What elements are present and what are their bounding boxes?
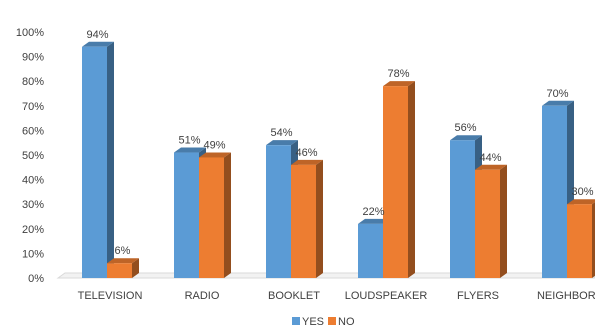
x-tick-label: NEIGHBORS bbox=[537, 290, 595, 302]
bar-yes-booklet bbox=[266, 145, 291, 278]
data-label: 30% bbox=[571, 186, 593, 198]
y-tick-label: 80% bbox=[22, 76, 44, 88]
x-tick-label: LOUDSPEAKER bbox=[345, 290, 428, 302]
bar-yes-neighbors bbox=[542, 105, 567, 278]
bar-yes-radio bbox=[174, 152, 199, 278]
y-tick-label: 70% bbox=[22, 101, 44, 113]
bar-no-radio bbox=[199, 157, 224, 278]
x-tick-label: BOOKLET bbox=[268, 290, 320, 302]
data-label: 70% bbox=[546, 88, 568, 100]
data-label: 46% bbox=[295, 147, 317, 159]
data-label: 56% bbox=[454, 122, 476, 134]
data-labels: 94% 6% 51% 49% 54%46% 22% 78% 56% 44% 70% 30% bbox=[86, 29, 593, 257]
y-tick-label: 100% bbox=[16, 27, 44, 39]
data-label: 78% bbox=[387, 68, 409, 80]
bar-top-no bbox=[107, 258, 139, 264]
y-tick-label: 10% bbox=[22, 248, 44, 260]
data-label: 44% bbox=[479, 152, 501, 164]
data-label: 94% bbox=[86, 29, 108, 41]
legend-swatch-yes bbox=[292, 317, 300, 325]
bar-side-no bbox=[408, 81, 415, 279]
y-tick-label: 40% bbox=[22, 175, 44, 187]
y-tick-label: 20% bbox=[22, 224, 44, 236]
legend-label-no: NO bbox=[338, 316, 355, 328]
bar-no-booklet bbox=[291, 164, 316, 278]
bar-side-no bbox=[224, 152, 231, 278]
legend-swatch-no bbox=[328, 317, 336, 325]
data-label: 51% bbox=[178, 135, 200, 147]
bar-side-no bbox=[132, 258, 139, 278]
bar-top-yes bbox=[358, 218, 390, 224]
bar-side-no bbox=[316, 159, 323, 278]
data-label: 54% bbox=[270, 127, 292, 139]
x-tick-label: RADIO bbox=[185, 290, 220, 302]
bar-side-no bbox=[592, 202, 595, 278]
bar-top-yes bbox=[82, 41, 114, 47]
bar-top-no bbox=[475, 164, 507, 170]
bar-top-yes bbox=[450, 135, 482, 141]
bar-top-no bbox=[199, 152, 231, 158]
y-tick-label: 90% bbox=[22, 52, 44, 64]
bar-side-yes bbox=[107, 41, 114, 279]
x-axis: TELEVISION RADIO BOOKLET LOUDSPEAKER FLYERS N… bbox=[78, 290, 595, 302]
bar-no-flyers bbox=[475, 169, 500, 278]
bars bbox=[82, 41, 595, 279]
bar-top-no bbox=[291, 159, 323, 165]
y-axis: 0% 10% 20% 30% 40% 50% 60% 70% 80% 90% 100% bbox=[16, 27, 44, 285]
chart-floor bbox=[56, 272, 595, 279]
legend: YES NO bbox=[292, 316, 355, 328]
floor-plane bbox=[56, 272, 595, 279]
bar-top-no bbox=[383, 81, 415, 87]
bar-top-yes bbox=[174, 147, 206, 153]
bar-yes-television bbox=[82, 46, 107, 279]
y-tick-label: 50% bbox=[22, 150, 44, 162]
bar-yes-flyers bbox=[450, 140, 475, 278]
data-label: 49% bbox=[203, 139, 225, 151]
bar-yes-loudspeaker bbox=[358, 223, 383, 278]
data-label: 6% bbox=[115, 245, 131, 257]
bar-no-neighbors bbox=[567, 204, 592, 278]
bar-no-loudspeaker bbox=[383, 86, 408, 279]
bar-side-no bbox=[500, 164, 507, 278]
y-tick-label: 60% bbox=[22, 125, 44, 137]
legend-label-yes: YES bbox=[302, 316, 324, 328]
bar-top-yes bbox=[266, 140, 298, 146]
bar-no-television bbox=[107, 263, 132, 278]
data-label: 22% bbox=[362, 206, 384, 218]
bar-top-yes bbox=[542, 100, 574, 106]
x-tick-label: TELEVISION bbox=[78, 290, 143, 302]
x-tick-label: FLYERS bbox=[457, 290, 499, 302]
bar-top-no bbox=[567, 199, 595, 205]
y-tick-label: 30% bbox=[22, 199, 44, 211]
y-tick-label: 0% bbox=[28, 273, 44, 285]
